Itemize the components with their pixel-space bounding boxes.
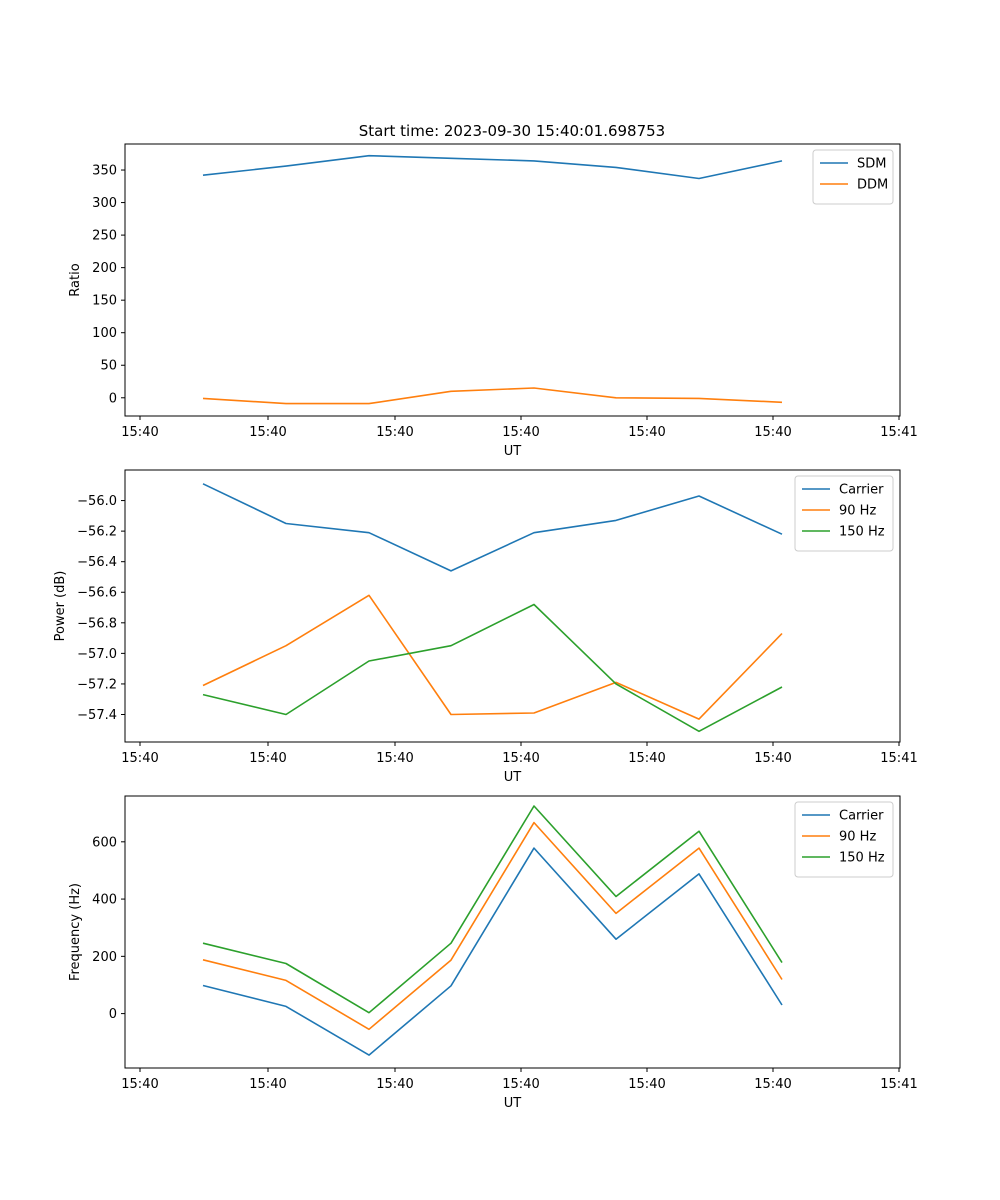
legend-label: Carrier <box>839 809 884 824</box>
y-tick-label: 150 <box>92 294 117 309</box>
y-tick-label: −57.4 <box>77 708 117 723</box>
subplot-2: 15:40 15:40 15:40 15:40 15:40 15:40 15:41 UT −57… <box>53 469 918 785</box>
x-tick-label: 15:41 <box>880 1077 917 1092</box>
y-tick-label: 0 <box>109 1007 117 1022</box>
series-line-sdm <box>202 154 783 180</box>
legend-label: SDM <box>857 157 886 172</box>
y-tick-label: 600 <box>92 835 117 850</box>
legend-label: DDM <box>857 178 888 193</box>
series-line-ddm <box>202 387 783 405</box>
x-tick-label: 15:40 <box>121 425 158 440</box>
legend: SDM DDM <box>812 149 894 205</box>
subplot-3: 15:40 15:40 15:40 15:40 15:40 15:40 15:41 UT 0 20… <box>68 795 918 1111</box>
y-tick-label: −57.0 <box>77 647 117 662</box>
y-tick-label: −56.0 <box>77 494 117 509</box>
y-axis-label: Frequency (Hz) <box>68 883 83 981</box>
y-axis-label: Power (dB) <box>53 571 68 642</box>
x-axis-label: UT <box>504 770 522 785</box>
series-line-90-hz <box>202 594 783 720</box>
x-tick-label: 15:40 <box>376 751 413 766</box>
legend-label: 150 Hz <box>839 851 885 866</box>
legend-label: 90 Hz <box>839 830 876 845</box>
x-tick-label: 15:40 <box>628 751 665 766</box>
series-line-150-hz <box>202 603 783 733</box>
y-tick-label: 200 <box>92 261 117 276</box>
x-tick-label: 15:40 <box>502 1077 539 1092</box>
axes-frame <box>124 143 901 417</box>
x-tick-label: 15:40 <box>121 1077 158 1092</box>
x-tick-label: 15:41 <box>880 751 917 766</box>
legend-label: Carrier <box>839 483 884 498</box>
y-tick-label: −57.2 <box>77 677 117 692</box>
y-tick-label: 250 <box>92 229 117 244</box>
series-line-carrier <box>202 483 783 572</box>
axes-frame <box>124 795 901 1069</box>
x-axis-label: UT <box>504 1096 522 1111</box>
series-line-150-hz <box>202 805 783 1014</box>
y-tick-label: 0 <box>109 391 117 406</box>
axes-frame <box>124 469 901 743</box>
legend: Carrier 90 Hz 150 Hz <box>794 475 894 552</box>
y-tick-label: 100 <box>92 326 117 341</box>
x-tick-label: 15:40 <box>628 425 665 440</box>
x-tick-label: 15:40 <box>376 1077 413 1092</box>
y-tick-label: −56.8 <box>77 616 117 631</box>
x-tick-label: 15:40 <box>249 751 286 766</box>
legend: Carrier 90 Hz 150 Hz <box>794 801 894 878</box>
x-tick-label: 15:40 <box>502 751 539 766</box>
x-tick-label: 15:40 <box>502 425 539 440</box>
y-tick-label: 200 <box>92 950 117 965</box>
x-tick-label: 15:40 <box>754 425 791 440</box>
x-tick-label: 15:40 <box>376 425 413 440</box>
x-tick-label: 15:40 <box>754 1077 791 1092</box>
y-tick-label: 350 <box>92 164 117 179</box>
legend-box <box>794 801 894 878</box>
series-line-90-hz <box>202 821 783 1031</box>
x-tick-label: 15:40 <box>754 751 791 766</box>
y-tick-label: −56.2 <box>77 525 117 540</box>
legend-box <box>794 475 894 552</box>
y-tick-label: −56.4 <box>77 555 117 570</box>
x-tick-label: 15:41 <box>880 425 917 440</box>
x-tick-label: 15:40 <box>249 1077 286 1092</box>
x-tick-label: 15:40 <box>249 425 286 440</box>
chart-title: Start time: 2023-09-30 15:40:01.698753 <box>359 122 665 140</box>
x-axis-label: UT <box>504 444 522 459</box>
y-axis-label: Ratio <box>68 263 83 296</box>
x-tick-label: 15:40 <box>121 751 158 766</box>
y-tick-label: 50 <box>100 359 117 374</box>
y-tick-label: 300 <box>92 196 117 211</box>
subplot-1: 15:40 15:40 15:40 15:40 15:40 15:40 15:41 UT 0 50… <box>68 143 918 459</box>
x-tick-label: 15:40 <box>628 1077 665 1092</box>
series-line-carrier <box>202 847 783 1056</box>
legend-label: 90 Hz <box>839 504 876 519</box>
legend-label: 150 Hz <box>839 525 885 540</box>
y-tick-label: 400 <box>92 893 117 908</box>
y-tick-label: −56.6 <box>77 586 117 601</box>
